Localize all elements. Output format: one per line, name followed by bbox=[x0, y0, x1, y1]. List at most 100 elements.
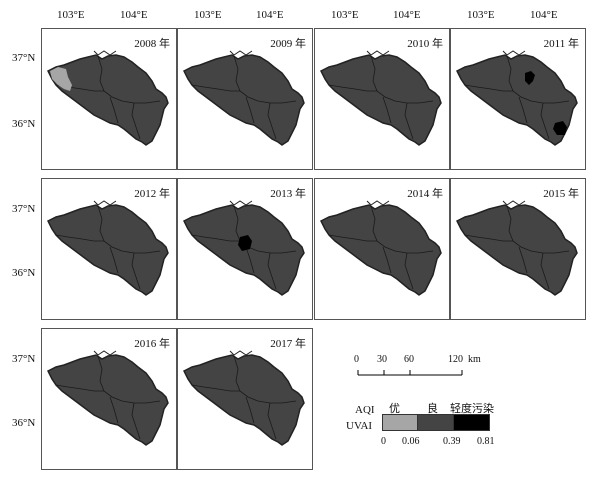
map-svg bbox=[182, 350, 305, 446]
river-line bbox=[366, 200, 390, 206]
lon-label-103-col3: 103°E bbox=[331, 9, 359, 21]
map-panel-2009: 2009 年 bbox=[177, 28, 313, 170]
lat-label-36-row2: 36°N bbox=[12, 267, 36, 279]
district-boundary bbox=[506, 205, 570, 254]
map-svg bbox=[46, 350, 169, 446]
district-boundary bbox=[518, 96, 528, 124]
district-boundary bbox=[97, 205, 161, 254]
river-line bbox=[502, 50, 526, 56]
polluted-patch bbox=[525, 71, 535, 85]
river-line bbox=[229, 50, 253, 56]
map-panel-2014: 2014 年 bbox=[314, 178, 450, 320]
lat-label-37-row2: 37°N bbox=[12, 203, 36, 215]
district-boundary bbox=[267, 102, 277, 140]
panel-year-label: 2016 年 bbox=[134, 338, 170, 350]
river-line bbox=[366, 50, 390, 56]
region-outline bbox=[46, 204, 169, 296]
map-svg bbox=[455, 50, 578, 146]
district-boundary bbox=[404, 102, 414, 140]
district-boundary bbox=[245, 246, 255, 274]
district-boundary bbox=[540, 102, 550, 140]
scale-tick-120: 120 bbox=[448, 354, 463, 365]
lat-label-37-row1: 37°N bbox=[12, 52, 36, 64]
region-shape bbox=[46, 350, 169, 446]
lon-label-104-col1: 104°E bbox=[120, 9, 148, 21]
panel-year-label: 2012 年 bbox=[134, 188, 170, 200]
legend-swatch-light bbox=[453, 414, 490, 431]
legend-break-081: 0.81 bbox=[477, 436, 495, 447]
legend-uvai-label: UVAI bbox=[346, 420, 373, 432]
map-panel-2015: 2015 年 bbox=[450, 178, 586, 320]
district-boundary bbox=[506, 55, 570, 104]
district-boundary bbox=[97, 55, 161, 104]
legend-cat-good: 优 bbox=[389, 403, 400, 415]
panel-year-label: 2015 年 bbox=[543, 188, 579, 200]
legend-cat-moderate: 良 bbox=[427, 403, 438, 415]
region-shape bbox=[455, 200, 578, 296]
region-outline bbox=[455, 54, 578, 146]
region-shape bbox=[319, 50, 442, 146]
panel-year-label: 2008 年 bbox=[134, 38, 170, 50]
region-outline bbox=[182, 354, 305, 446]
lon-label-103-col4: 103°E bbox=[467, 9, 495, 21]
legend-cat-light: 轻度污染 bbox=[450, 403, 494, 415]
district-boundary bbox=[109, 246, 119, 274]
map-svg bbox=[455, 200, 578, 296]
lat-label-36-row1: 36°N bbox=[12, 118, 36, 130]
scale-tick-30: 30 bbox=[377, 354, 387, 365]
map-svg bbox=[319, 50, 442, 146]
lon-label-104-col2: 104°E bbox=[256, 9, 284, 21]
region-outline bbox=[46, 54, 169, 146]
panel-year-label: 2010 年 bbox=[407, 38, 443, 50]
scale-bar-graphic bbox=[357, 370, 463, 376]
region-outline bbox=[182, 54, 305, 146]
district-boundary bbox=[328, 234, 377, 242]
map-panel-2016: 2016 年 bbox=[41, 328, 177, 470]
region-shape bbox=[46, 200, 169, 296]
panel-year-label: 2017 年 bbox=[270, 338, 306, 350]
map-svg bbox=[46, 50, 169, 146]
region-shape bbox=[182, 350, 305, 446]
map-panel-2017: 2017 年 bbox=[177, 328, 313, 470]
district-boundary bbox=[131, 252, 141, 290]
district-boundary bbox=[464, 84, 513, 92]
district-boundary bbox=[191, 384, 240, 392]
district-boundary bbox=[191, 234, 240, 242]
panel-year-label: 2014 年 bbox=[407, 188, 443, 200]
district-boundary bbox=[191, 84, 240, 92]
map-svg bbox=[182, 50, 305, 146]
district-boundary bbox=[109, 396, 119, 424]
lon-label-104-col3: 104°E bbox=[393, 9, 421, 21]
region-shape bbox=[182, 50, 305, 146]
district-boundary bbox=[267, 252, 277, 290]
region-shape bbox=[319, 200, 442, 296]
district-boundary bbox=[55, 234, 104, 242]
panel-year-label: 2013 年 bbox=[270, 188, 306, 200]
lat-label-37-row3: 37°N bbox=[12, 353, 36, 365]
panel-year-label: 2009 年 bbox=[270, 38, 306, 50]
legend-swatch-good bbox=[382, 414, 418, 431]
district-boundary bbox=[245, 96, 255, 124]
district-boundary bbox=[404, 252, 414, 290]
legend-break-039: 0.39 bbox=[443, 436, 461, 447]
district-boundary bbox=[55, 384, 104, 392]
district-boundary bbox=[370, 55, 434, 104]
panel-year-label: 2011 年 bbox=[543, 38, 579, 50]
polluted-patch bbox=[238, 235, 252, 251]
legend-swatch-moderate bbox=[417, 414, 454, 431]
district-boundary bbox=[97, 355, 161, 404]
lat-label-36-row3: 36°N bbox=[12, 417, 36, 429]
scale-tick-60: 60 bbox=[404, 354, 414, 365]
region-shape bbox=[455, 50, 578, 146]
map-svg bbox=[319, 200, 442, 296]
region-outline bbox=[319, 204, 442, 296]
legend-aqi-label: AQI bbox=[355, 404, 375, 416]
region-outline bbox=[46, 354, 169, 446]
region-shape bbox=[46, 50, 169, 146]
scale-tick-0: 0 bbox=[354, 354, 359, 365]
polluted-patch bbox=[553, 121, 567, 135]
scale-bar: 0 30 60 120 km bbox=[352, 354, 481, 384]
map-panel-2012: 2012 年 bbox=[41, 178, 177, 320]
region-outline bbox=[455, 204, 578, 296]
region-shape bbox=[182, 200, 305, 296]
